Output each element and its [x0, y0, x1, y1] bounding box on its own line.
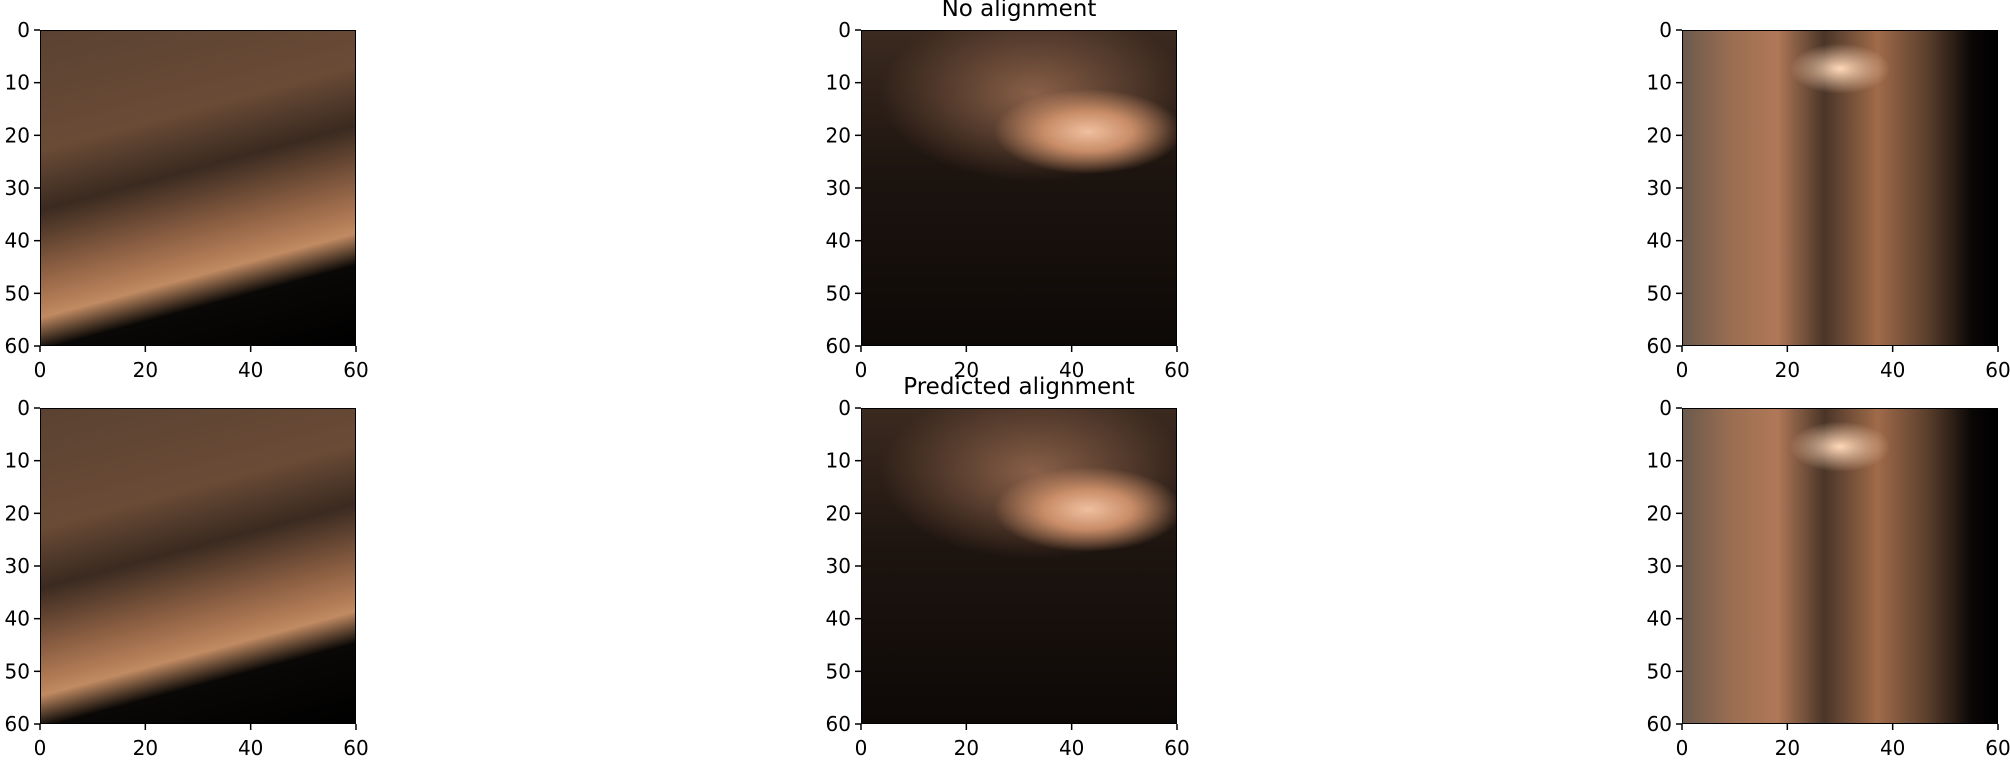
- y-tick-label: 30: [826, 176, 851, 200]
- image-panel: [1682, 30, 1998, 346]
- y-tick-label: 60: [5, 712, 30, 736]
- y-tick-label: 60: [1647, 334, 1672, 358]
- image-panel: [40, 30, 356, 346]
- y-tick-label: 20: [826, 123, 851, 147]
- y-tick-label: 10: [1647, 71, 1672, 95]
- y-tick-label: 20: [826, 501, 851, 525]
- y-tick-label: 30: [5, 554, 30, 578]
- image-subplot-row1-col3: 0 10 20 30 40 50 60 0 20 40 60: [1647, 18, 2010, 382]
- y-tick-label: 40: [826, 607, 851, 631]
- y-tick-label: 50: [1647, 281, 1672, 305]
- y-tick-label: 40: [826, 229, 851, 253]
- y-tick-label: 20: [5, 123, 30, 147]
- x-tick-label: 40: [1880, 736, 1905, 760]
- x-tick-label: 20: [1775, 358, 1800, 382]
- y-tick-label: 60: [5, 334, 30, 358]
- x-tick-label: 60: [343, 358, 368, 382]
- image-subplot-row1-col2: No alignment 0 10 20 30 40 50 60 0 20 40 60: [826, 0, 1190, 382]
- y-tick-label: 50: [5, 659, 30, 683]
- x-tick-label: 40: [238, 358, 263, 382]
- x-tick-label: 0: [1676, 358, 1689, 382]
- image-panel: [861, 30, 1177, 346]
- y-tick-label: 60: [1647, 712, 1672, 736]
- y-tick-label: 30: [1647, 554, 1672, 578]
- image-panel: [1682, 408, 1998, 724]
- x-tick-label: 60: [1164, 358, 1189, 382]
- image-subplot-row2-col1: 0 10 20 30 40 50 60 0 20 40 60: [5, 396, 369, 760]
- y-tick-label: 10: [826, 449, 851, 473]
- y-tick-label: 60: [826, 334, 851, 358]
- x-tick-label: 40: [238, 736, 263, 760]
- image-subplot-row2-col2: Predicted alignment 0 10 20 30 40 50 60 0 20 40 60: [826, 374, 1190, 760]
- x-tick-label: 40: [1880, 358, 1905, 382]
- y-tick-label: 0: [17, 18, 30, 42]
- y-tick-label: 40: [1647, 607, 1672, 631]
- y-tick-label: 30: [1647, 176, 1672, 200]
- y-tick-label: 10: [1647, 449, 1672, 473]
- image-panel: [861, 408, 1177, 724]
- x-tick-label: 60: [1164, 736, 1189, 760]
- y-tick-label: 30: [5, 176, 30, 200]
- x-tick-label: 60: [343, 736, 368, 760]
- y-tick-label: 0: [17, 396, 30, 420]
- image-subplot-row2-col3: 0 10 20 30 40 50 60 0 20 40 60: [1647, 396, 2010, 760]
- x-tick-label: 60: [1985, 736, 2010, 760]
- x-tick-label: 20: [954, 736, 979, 760]
- y-tick-label: 50: [1647, 659, 1672, 683]
- y-tick-label: 30: [826, 554, 851, 578]
- x-tick-label: 20: [954, 358, 979, 382]
- x-tick-label: 0: [1676, 736, 1689, 760]
- y-tick-label: 10: [5, 71, 30, 95]
- y-tick-label: 20: [1647, 501, 1672, 525]
- x-tick-label: 60: [1985, 358, 2010, 382]
- y-tick-label: 10: [5, 449, 30, 473]
- y-tick-label: 0: [1659, 396, 1672, 420]
- subplot-title: No alignment: [941, 0, 1097, 22]
- x-tick-label: 20: [133, 736, 158, 760]
- x-tick-label: 20: [133, 358, 158, 382]
- y-tick-label: 40: [5, 229, 30, 253]
- y-tick-label: 40: [1647, 229, 1672, 253]
- y-tick-label: 40: [5, 607, 30, 631]
- y-tick-label: 50: [826, 659, 851, 683]
- x-tick-label: 20: [1775, 736, 1800, 760]
- image-subplot-row1-col1: 0 10 20 30 40 50 60 0 20 40 60: [5, 18, 369, 382]
- y-tick-label: 50: [5, 281, 30, 305]
- x-tick-label: 0: [34, 736, 47, 760]
- x-tick-label: 0: [34, 358, 47, 382]
- y-tick-label: 0: [838, 18, 851, 42]
- x-tick-label: 0: [855, 358, 868, 382]
- y-tick-label: 50: [826, 281, 851, 305]
- y-tick-label: 10: [826, 71, 851, 95]
- image-panel: [40, 408, 356, 724]
- y-tick-label: 20: [5, 501, 30, 525]
- y-tick-label: 0: [1659, 18, 1672, 42]
- x-tick-label: 0: [855, 736, 868, 760]
- x-tick-label: 40: [1059, 358, 1084, 382]
- y-tick-label: 60: [826, 712, 851, 736]
- y-tick-label: 0: [838, 396, 851, 420]
- subplot-title: Predicted alignment: [903, 374, 1135, 400]
- x-tick-label: 40: [1059, 736, 1084, 760]
- y-tick-label: 20: [1647, 123, 1672, 147]
